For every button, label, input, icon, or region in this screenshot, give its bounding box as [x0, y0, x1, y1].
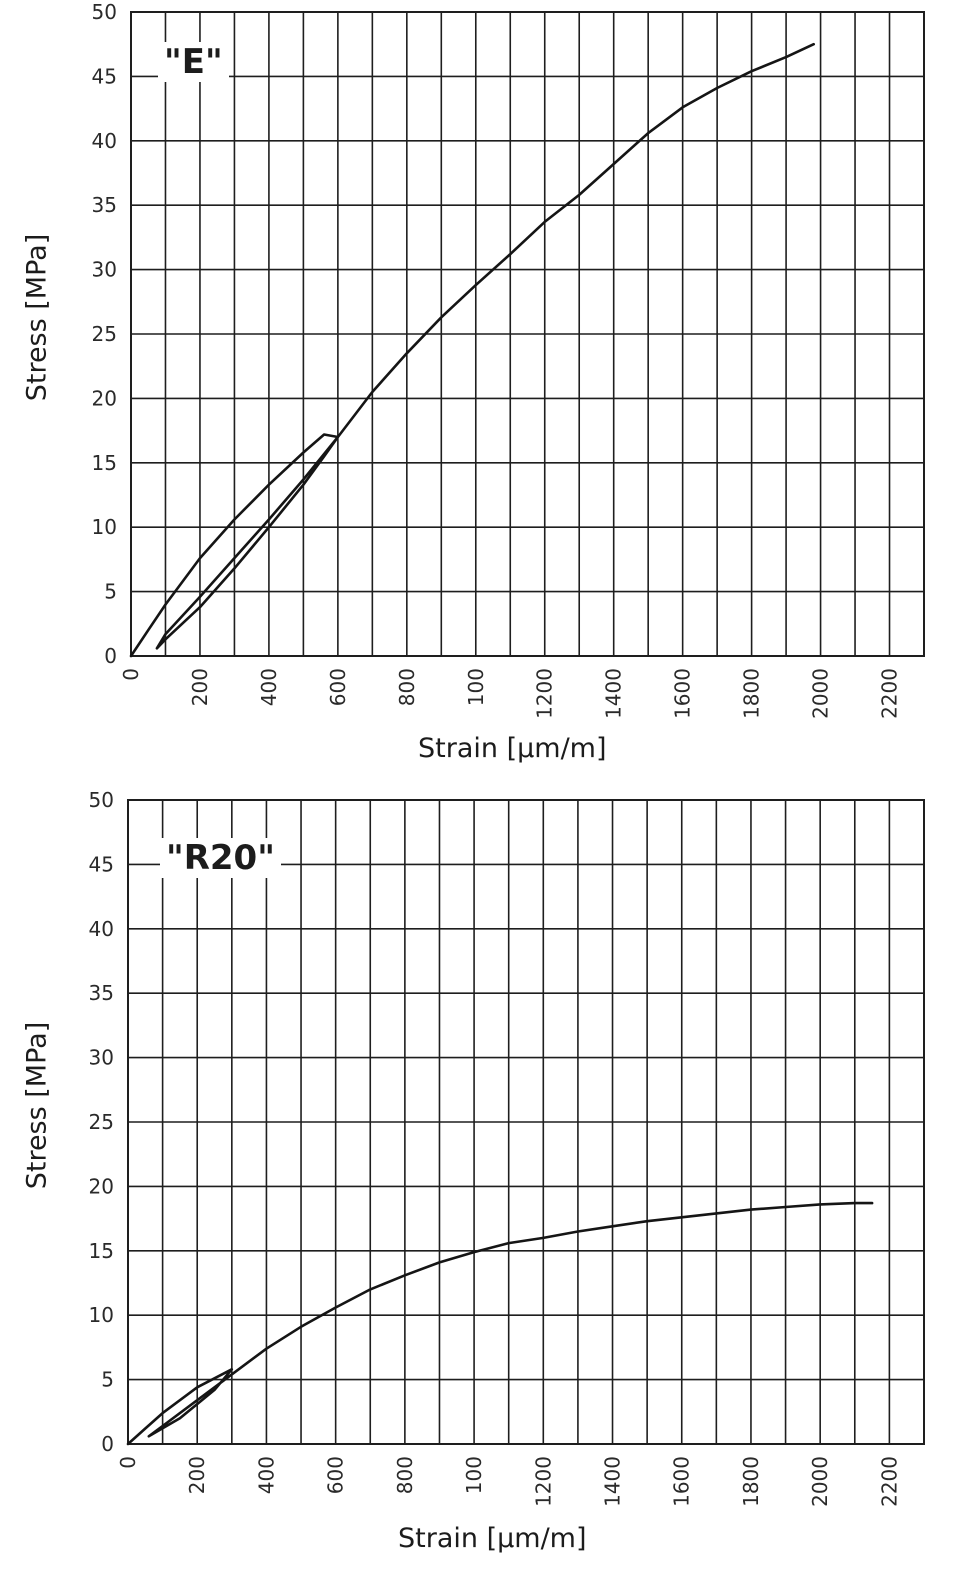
- chart-r20-svg: 0 5 10 15 20 25 30 35 40 45 50 0 200 400 600 800 100 1200…: [89, 788, 925, 1507]
- y-tick-label: 35: [89, 981, 114, 1005]
- chart-e-svg: 0 5 10 15 20 25 30 35 40 45 50 0 200 400 600 800 100 1200…: [92, 0, 925, 719]
- y-tick-label: 40: [89, 917, 114, 941]
- chart-e-y-axis-label: Stress [MPa]: [21, 233, 53, 402]
- y-tick-label: 25: [92, 322, 117, 346]
- y-tick-label: 45: [92, 64, 117, 88]
- y-tick-label: 30: [92, 258, 117, 282]
- chart-r20-title: "R20": [160, 838, 281, 878]
- y-tick-label: 5: [104, 580, 117, 604]
- y-tick-label: 25: [89, 1110, 114, 1134]
- chart-r20-y-axis-label: Stress [MPa]: [21, 1021, 53, 1190]
- series-line: [129, 42, 815, 658]
- x-tick-label: 1800: [740, 668, 764, 719]
- x-tick-label: 1400: [602, 668, 626, 719]
- y-tick-label: 20: [89, 1174, 114, 1198]
- y-tick-label: 50: [89, 788, 114, 812]
- x-tick-label: 800: [395, 668, 419, 706]
- x-tick-label: 0: [119, 668, 143, 681]
- chart-panel-e: 0 5 10 15 20 25 30 35 40 45 50 0 200 400 600 800 100 1200…: [0, 0, 974, 790]
- x-tick-label: 400: [254, 1456, 278, 1494]
- x-tick-label: 2000: [809, 668, 833, 719]
- x-tick-label: 1200: [533, 668, 557, 719]
- chart-e-x-axis-label: Strain [μm/m]: [418, 733, 607, 764]
- x-tick-label: 0: [116, 1456, 140, 1469]
- y-tick-label: 0: [104, 644, 117, 668]
- x-tick-label: 1600: [671, 668, 695, 719]
- y-tick-label: 30: [89, 1046, 114, 1070]
- y-tick-label: 20: [92, 386, 117, 410]
- x-tick-label: 800: [393, 1456, 417, 1494]
- x-tick-label: 400: [257, 668, 281, 706]
- x-tick-label: 2200: [878, 668, 902, 719]
- x-tick-label: 600: [326, 668, 350, 706]
- x-tick-label: 2200: [877, 1456, 901, 1507]
- y-tick-label: 0: [101, 1432, 114, 1456]
- y-tick-label: 40: [92, 129, 117, 153]
- chart-e-title: "E": [158, 42, 229, 82]
- y-tick-label: 5: [101, 1368, 114, 1392]
- y-tick-label: 50: [92, 0, 117, 24]
- x-tick-label: 1800: [739, 1456, 763, 1507]
- y-tick-label: 45: [89, 852, 114, 876]
- y-tick-label: 15: [89, 1239, 114, 1263]
- y-tick-label: 35: [92, 193, 117, 217]
- x-tick-label: 100: [464, 668, 488, 706]
- chart-r20-x-axis-label: Strain [μm/m]: [398, 1523, 587, 1554]
- series-line: [126, 1201, 874, 1446]
- y-tick-label: 10: [89, 1303, 114, 1327]
- x-tick-label: 1400: [601, 1456, 625, 1507]
- y-tick-label: 10: [92, 515, 117, 539]
- x-tick-label: 1600: [670, 1456, 694, 1507]
- x-tick-label: 200: [185, 1456, 209, 1494]
- x-tick-label: 200: [188, 668, 212, 706]
- x-tick-label: 2000: [808, 1456, 832, 1507]
- x-tick-label: 100: [462, 1456, 486, 1494]
- y-tick-label: 15: [92, 451, 117, 475]
- x-tick-label: 600: [324, 1456, 348, 1494]
- x-tick-label: 1200: [531, 1456, 555, 1507]
- chart-panel-r20: 0 5 10 15 20 25 30 35 40 45 50 0 200 400 600 800 100 1200…: [0, 788, 974, 1586]
